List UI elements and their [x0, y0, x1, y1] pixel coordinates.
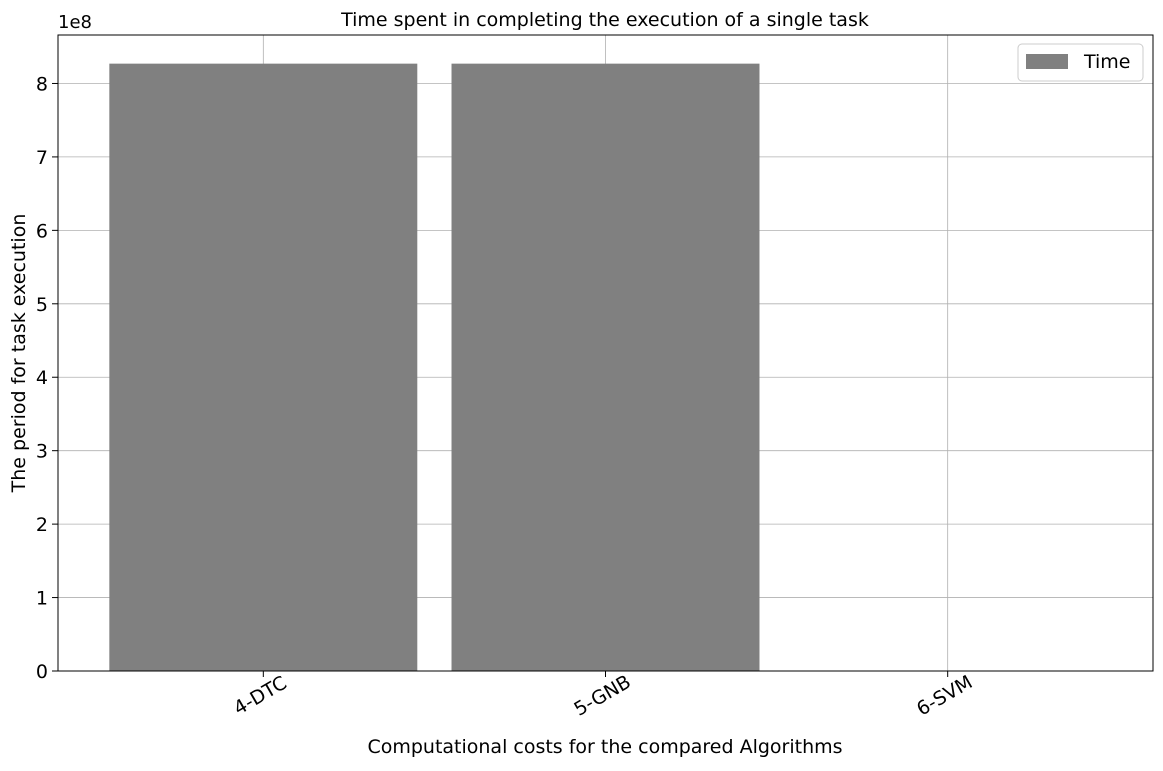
y-offset-label: 1e8 — [58, 12, 92, 33]
bars — [109, 63, 760, 672]
y-tick-label: 8 — [36, 73, 48, 95]
legend-label: Time — [1083, 51, 1131, 73]
y-tick-label: 1 — [36, 588, 48, 610]
y-tick-label: 2 — [36, 514, 48, 536]
legend-swatch — [1026, 54, 1068, 69]
y-tick-label: 4 — [36, 367, 48, 389]
legend-frame — [1017, 43, 1144, 82]
y-tick-label: 0 — [36, 661, 48, 683]
x-tick-label: 4-DTC — [230, 672, 291, 720]
y-tick-label: 6 — [36, 220, 48, 242]
bar-5-gnb — [451, 63, 760, 672]
y-tick-label: 5 — [36, 294, 48, 316]
y-tick-label: 3 — [36, 441, 48, 463]
bar-4-dtc — [109, 63, 418, 672]
x-tick-label: 6-SVM — [913, 671, 976, 720]
x-axis-label: Computational costs for the compared Alg… — [367, 736, 842, 758]
y-tick-label: 7 — [36, 147, 48, 169]
legend: Time — [1017, 43, 1144, 82]
x-tick-label: 5-GNB — [570, 671, 634, 721]
chart-title: Time spent in completing the execution o… — [340, 9, 869, 31]
y-axis-label: The period for task execution — [8, 214, 30, 494]
